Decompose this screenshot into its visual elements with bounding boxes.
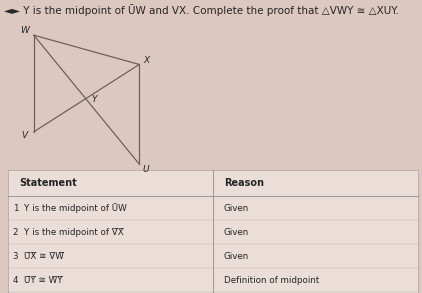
Text: X: X xyxy=(144,57,150,65)
Text: U: U xyxy=(142,165,149,174)
Text: Y is the midpoint of V̅X̅: Y is the midpoint of V̅X̅ xyxy=(24,228,124,237)
Text: Given: Given xyxy=(224,252,249,261)
Text: 3: 3 xyxy=(13,252,18,261)
Text: Statement: Statement xyxy=(19,178,77,188)
Text: Definition of midpoint: Definition of midpoint xyxy=(224,276,319,285)
Text: U̅Y̅ ≅ W̅Y̅: U̅Y̅ ≅ W̅Y̅ xyxy=(24,276,63,285)
Text: U̅X̅ ≅ V̅W̅: U̅X̅ ≅ V̅W̅ xyxy=(24,252,64,261)
Bar xyxy=(8,170,418,293)
Text: 1: 1 xyxy=(13,204,18,213)
Text: ◄► Y is the midpoint of ŪW and VX. Complete the proof that △VWY ≅ △XUY.: ◄► Y is the midpoint of ŪW and VX. Compl… xyxy=(4,4,399,16)
Text: 4: 4 xyxy=(13,276,18,285)
Text: Reason: Reason xyxy=(224,178,264,188)
Text: V: V xyxy=(22,131,27,140)
Text: 2: 2 xyxy=(13,228,18,237)
Text: Y: Y xyxy=(91,95,97,103)
Text: W: W xyxy=(20,26,29,35)
Text: Y is the midpoint of ŪW: Y is the midpoint of ŪW xyxy=(24,203,127,213)
Text: Given: Given xyxy=(224,204,249,213)
Text: Given: Given xyxy=(224,228,249,237)
